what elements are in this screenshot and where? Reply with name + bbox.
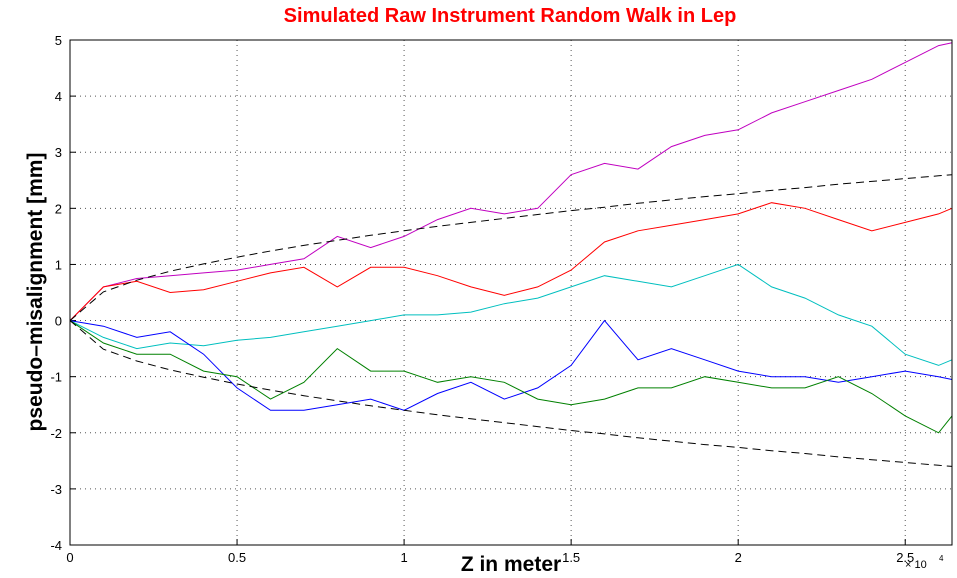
x-multiplier-exponent: 4	[939, 554, 944, 563]
x-tick-label: 0.5	[228, 550, 246, 565]
y-tick-label: 0	[55, 314, 62, 329]
y-tick-label: -4	[50, 538, 62, 553]
series-line	[69, 263, 953, 366]
y-tick-label: -1	[50, 370, 62, 385]
y-tick-label: -2	[50, 426, 62, 441]
series-line	[69, 319, 953, 411]
y-tick-label: 3	[55, 145, 62, 160]
x-tick-label: 1.5	[562, 550, 580, 565]
series-line	[69, 42, 953, 321]
x-multiplier: × 10	[905, 559, 927, 571]
series-line	[69, 174, 953, 321]
y-tick-label: 4	[55, 89, 62, 104]
y-tick-label: -3	[50, 482, 62, 497]
series-line	[69, 320, 953, 434]
chart-title: Simulated Raw Instrument Random Walk in …	[284, 5, 737, 27]
x-tick-label: 1	[400, 550, 407, 565]
x-tick-label: 2	[735, 550, 742, 565]
x-tick-label: 2.5	[896, 550, 914, 565]
y-tick-label: 5	[55, 33, 62, 48]
x-tick-label: 0	[66, 550, 73, 565]
y-axis-label: pseudo–misalignment [mm]	[24, 153, 47, 432]
y-tick-label: 2	[55, 201, 62, 216]
series-line	[69, 320, 953, 467]
y-tick-label: 1	[55, 257, 62, 272]
x-axis-label: Z in meter	[461, 553, 561, 573]
plot-frame	[69, 39, 953, 546]
series-line	[69, 202, 953, 321]
